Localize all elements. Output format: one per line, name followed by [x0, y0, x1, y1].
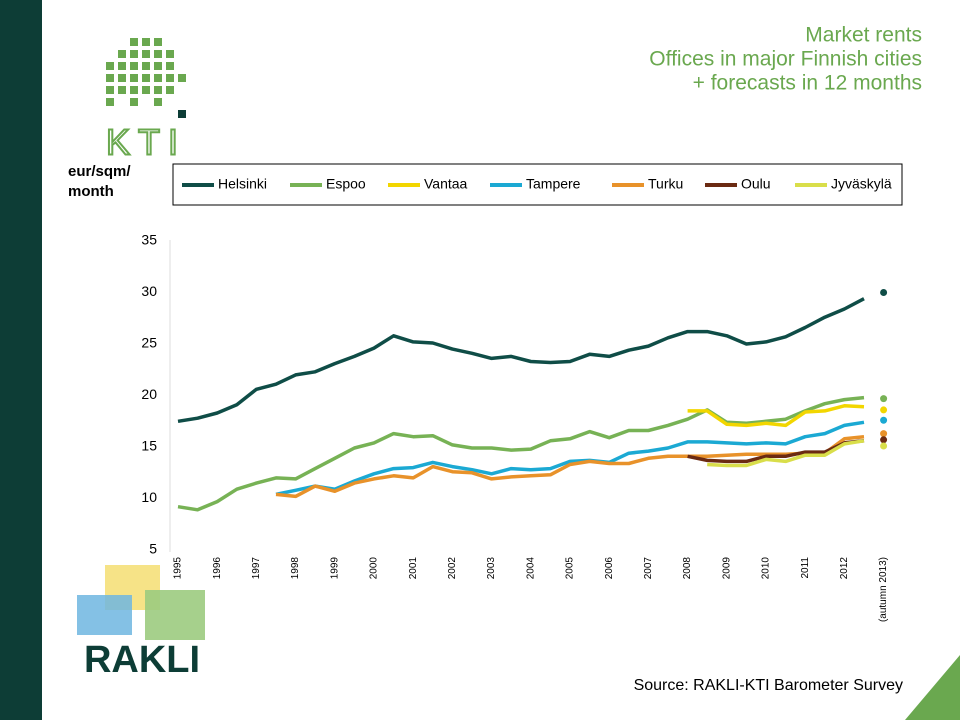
- forecast-dot: [880, 442, 888, 450]
- legend-label: Turku: [648, 176, 683, 192]
- x-tick-label: 2009: [721, 557, 732, 580]
- series-line: [707, 439, 865, 468]
- y-tick-label: 35: [141, 232, 157, 248]
- forecast-dot: [880, 436, 888, 444]
- x-tick-label: 2002: [447, 557, 458, 580]
- x-tick-label: 2004: [525, 557, 536, 580]
- legend-label: Jyväskylä: [831, 176, 892, 192]
- x-tick-label: 2000: [369, 557, 380, 580]
- chart-title: Market rents: [805, 24, 922, 47]
- forecast-dot: [880, 395, 888, 403]
- chart-title: Offices in major Finnish cities: [649, 48, 922, 71]
- x-tick-label: 1995: [173, 557, 184, 580]
- forecast-dot: [880, 430, 888, 438]
- rakli-logo-text: RAKLI: [84, 639, 200, 681]
- x-tick-label: 2012: [839, 557, 850, 580]
- legend-label: Helsinki: [218, 176, 267, 192]
- y-tick-label: 15: [141, 438, 157, 454]
- y-tick-label: 5: [149, 541, 157, 557]
- x-tick-label: 2003: [486, 557, 497, 580]
- x-tick-label: 1999: [329, 557, 340, 580]
- x-tick-label: 2008: [682, 557, 693, 580]
- y-tick-label: 20: [141, 386, 157, 402]
- series-line: [177, 395, 865, 512]
- series-line: [275, 420, 865, 497]
- x-tick-label: 1998: [290, 557, 301, 580]
- source-note: Source: RAKLI-KTI Barometer Survey: [634, 677, 903, 694]
- x-tick-label: (autumn 2013): [878, 557, 889, 622]
- x-tick-label: 2005: [565, 557, 576, 580]
- rakli-cubes: [77, 565, 205, 640]
- chart-title: + forecasts in 12 months: [693, 72, 922, 95]
- y-tick-label: 10: [141, 489, 157, 505]
- x-tick-label: 2006: [604, 557, 615, 580]
- legend-label: Espoo: [326, 176, 366, 192]
- x-tick-label: 2001: [408, 557, 419, 580]
- y-axis-label: eur/sqm/: [68, 163, 131, 180]
- y-axis-label: month: [68, 183, 114, 200]
- series-line: [687, 404, 865, 428]
- kti-logo-text: KTI: [106, 122, 186, 163]
- corner-triangle: [905, 655, 960, 720]
- x-tick-label: 1996: [212, 557, 223, 580]
- series-line: [275, 434, 865, 499]
- y-tick-label: 30: [141, 283, 157, 299]
- forecast-dot: [880, 416, 888, 424]
- series-line: [687, 439, 865, 464]
- legend-label: Vantaa: [424, 176, 468, 192]
- forecast-dot: [880, 406, 888, 414]
- x-tick-label: 1997: [251, 557, 262, 580]
- x-tick-label: 2011: [800, 557, 811, 579]
- side-bar: [0, 0, 42, 720]
- y-tick-label: 25: [141, 335, 157, 351]
- forecast-dot: [880, 289, 888, 296]
- legend-label: Tampere: [526, 176, 581, 192]
- legend-label: Oulu: [741, 176, 771, 192]
- kti-logo: [106, 38, 186, 118]
- series-line: [177, 297, 865, 424]
- x-tick-label: 2010: [761, 557, 772, 580]
- x-tick-label: 2007: [643, 557, 654, 580]
